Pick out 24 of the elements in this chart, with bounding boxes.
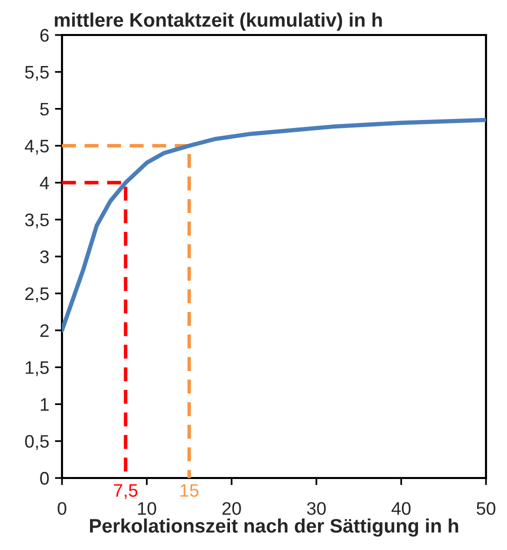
y-tick-label: 5	[40, 102, 49, 116]
x-tick-label: 30	[307, 502, 326, 515]
y-tick-label: 4,5	[24, 140, 49, 155]
y-tick-label: 1,5	[26, 361, 49, 376]
y-tick-label: 2	[40, 324, 49, 337]
annotation: 15	[180, 484, 198, 497]
y-tick-label: 0,5	[25, 435, 49, 450]
y-tick-label: 3,5	[25, 214, 49, 228]
y-tick-label: 3	[40, 250, 49, 264]
x-tick-label: 20	[222, 502, 241, 515]
chart-title: mittlere Kontaktzeit (kumulativ) in h	[54, 12, 382, 31]
y-tick-label: 4	[40, 176, 49, 190]
x-tick-label: 40	[392, 502, 411, 515]
annotation: 7,5	[114, 484, 138, 499]
y-tick-label: 0	[40, 472, 49, 485]
x-axis-title: Perkolationszeit nach der Sättigung in h	[90, 518, 458, 537]
y-tick-label: 5,5	[25, 66, 49, 81]
y-tick-label: 2,5	[25, 287, 49, 302]
x-tick-label: 0	[58, 502, 66, 515]
line-series	[62, 118, 486, 332]
x-tick-label: 50	[476, 502, 496, 515]
y-tick-label: 6	[40, 28, 49, 42]
y-tick-label: 1	[40, 398, 49, 411]
x-tick-label: 10	[138, 502, 156, 515]
